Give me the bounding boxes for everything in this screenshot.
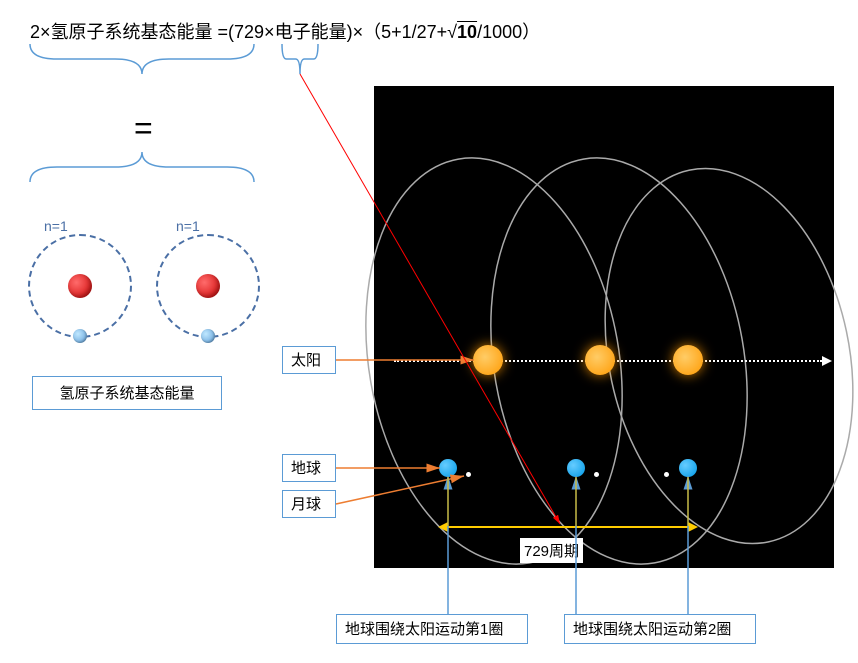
brace-bottom [30, 152, 254, 182]
brace-top-left [30, 44, 254, 74]
sun-label: 太阳 [282, 346, 336, 374]
earth-label: 地球 [282, 454, 336, 482]
nucleus [196, 274, 220, 298]
equals-sign: = [134, 110, 153, 147]
space-panel [374, 86, 834, 568]
electron [201, 329, 215, 343]
brace-top-right [282, 44, 318, 74]
formula-part-a: 2×氢原子系统基态能量 =(729×电子能量)×（5+1/27+√ [30, 22, 457, 42]
earth-body [679, 459, 697, 477]
moon-body [664, 472, 669, 477]
ground-state-label: 氢原子系统基态能量 [32, 376, 222, 410]
sun-path-arrow-icon [822, 356, 832, 366]
period-span-line [448, 526, 688, 528]
moon-label: 月球 [282, 490, 336, 518]
orbit-paths [374, 86, 834, 568]
sun-body [585, 345, 615, 375]
moon-body [466, 472, 471, 477]
period-arrow-right-icon [688, 522, 698, 532]
callout-second-orbit: 地球围绕太阳运动第2圈 [564, 614, 756, 644]
earth-body [567, 459, 585, 477]
formula-text: 2×氢原子系统基态能量 =(729×电子能量)×（5+1/27+√10/1000… [30, 18, 540, 44]
orbit-n-label: n=1 [176, 218, 200, 234]
nucleus [68, 274, 92, 298]
formula-part-sqrt: 10 [457, 22, 477, 42]
callout-first-orbit: 地球围绕太阳运动第1圈 [336, 614, 528, 644]
earth-body [439, 459, 457, 477]
sun-body [673, 345, 703, 375]
formula-part-c: /1000） [477, 22, 540, 42]
orbit-n-label: n=1 [44, 218, 68, 234]
period-label: 729周期 [520, 538, 583, 563]
sun-body [473, 345, 503, 375]
moon-body [594, 472, 599, 477]
electron [73, 329, 87, 343]
period-arrow-left-icon [438, 522, 448, 532]
